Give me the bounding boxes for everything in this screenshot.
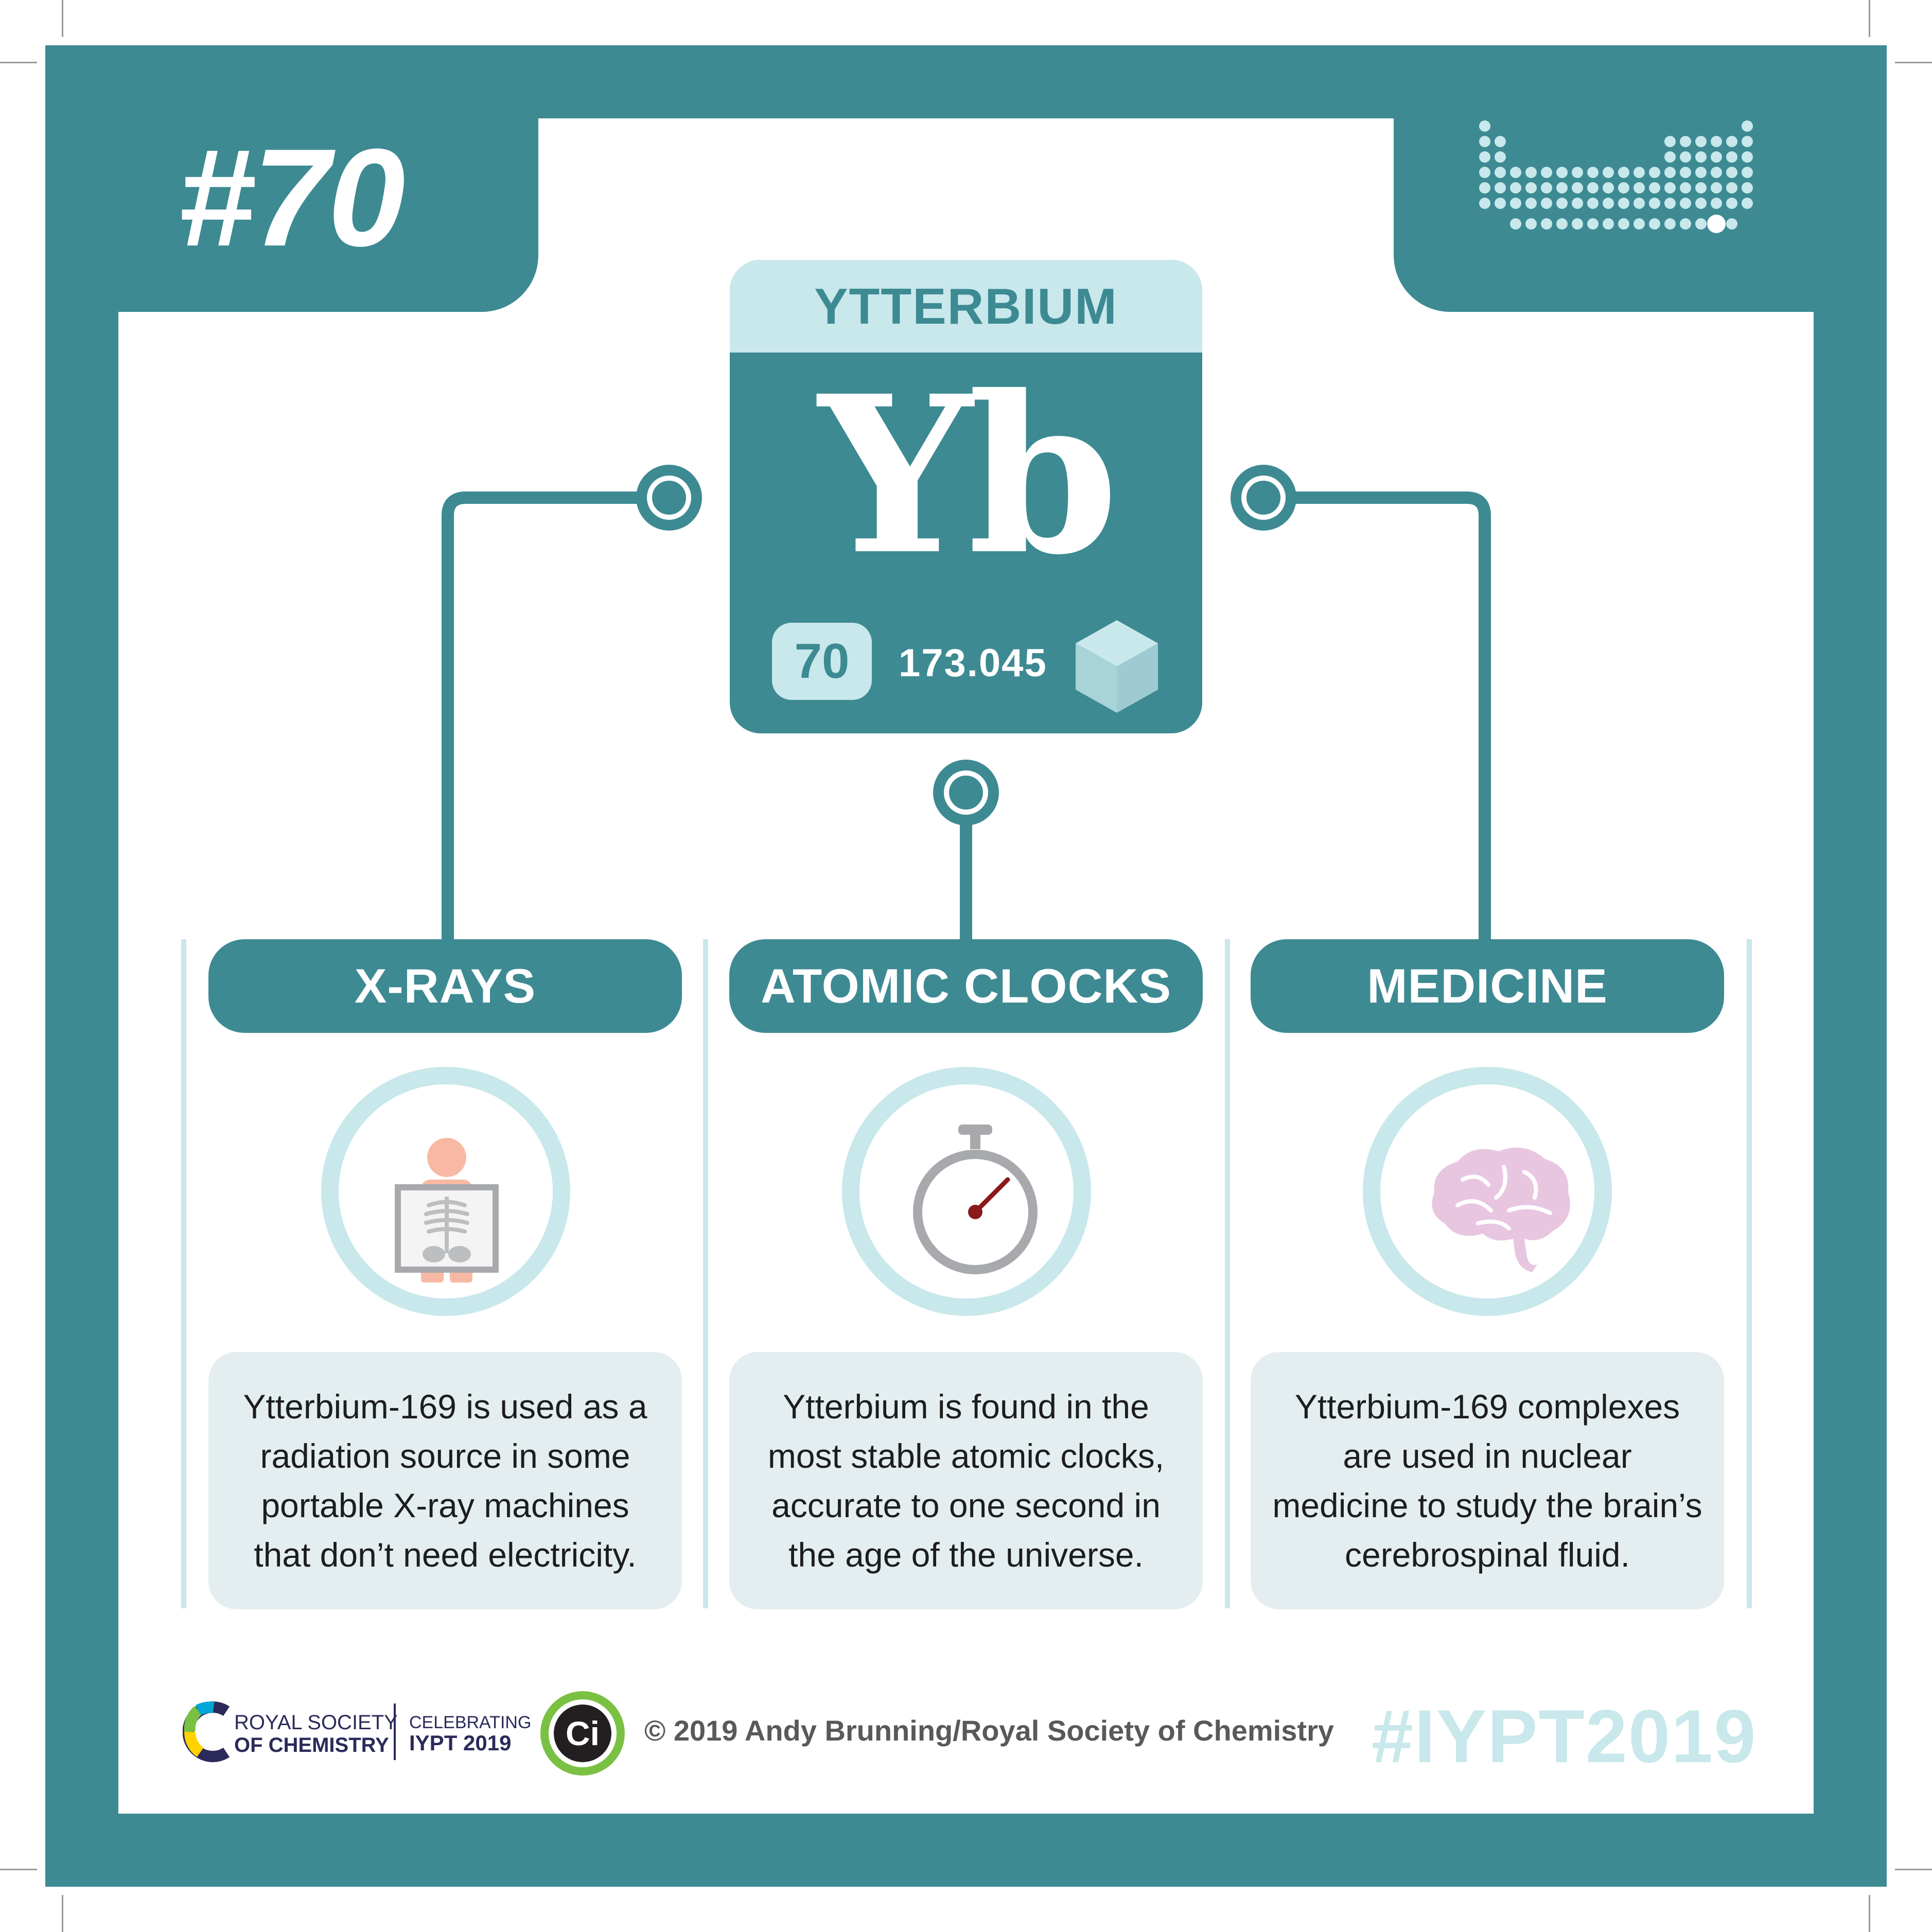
column-title-medicine: MEDICINE	[1251, 939, 1724, 1033]
celebrating-line-2: IYPT 2019	[409, 1731, 512, 1755]
crop-mark	[0, 1869, 37, 1870]
column-title-atomic-clocks: ATOMIC CLOCKS	[729, 939, 1203, 1033]
icon-ring	[842, 1067, 1091, 1316]
crop-mark	[1895, 1869, 1932, 1870]
rsc-wordmark: ROYAL SOCIETY OF CHEMISTRY	[234, 1711, 398, 1757]
connector-node-bottom	[933, 760, 999, 826]
crop-mark	[1869, 1895, 1870, 1932]
icon-ring	[321, 1067, 570, 1316]
crop-mark	[1869, 0, 1870, 37]
x-ray-person-icon	[395, 1138, 499, 1283]
atomic-mass: 173.045	[899, 641, 1047, 685]
rsc-line-1: ROYAL SOCIETY	[234, 1711, 398, 1734]
crop-mark	[1895, 62, 1932, 63]
iypt-hashtag: #IYPT2019	[1372, 1694, 1757, 1778]
copyright-notice: © 2019 Andy Brunning/Royal Society of Ch…	[644, 1714, 1334, 1747]
number-tab	[45, 45, 538, 312]
description-atomic-clocks: Ytterbium is found in the most stable at…	[729, 1352, 1203, 1609]
column-title-x-rays: X-RAYS	[208, 939, 682, 1033]
connector-node-right	[1231, 465, 1296, 531]
column-divider	[1225, 939, 1230, 1608]
icon-ring	[1363, 1067, 1612, 1316]
connector-node-left	[636, 465, 702, 531]
compound-interest-logo: Ci	[540, 1691, 625, 1776]
crop-mark	[62, 0, 63, 37]
stopwatch-icon	[913, 1125, 1038, 1274]
element-name: YTTERBIUM	[730, 260, 1202, 353]
column-divider	[1747, 939, 1752, 1608]
periodic-table-icon	[1479, 120, 1753, 233]
rsc-line-2: OF CHEMISTRY	[234, 1734, 389, 1757]
rsc-logo-icon	[183, 1701, 230, 1762]
celebrating-iypt: CELEBRATING IYPT 2019	[409, 1712, 532, 1755]
element-tile: YTTERBIUM Yb 70 173.045	[730, 260, 1202, 733]
description-x-rays: Ytterbium-169 is used as a radiation sou…	[208, 1352, 682, 1609]
column-divider	[703, 939, 708, 1608]
crop-mark	[62, 1895, 63, 1932]
column-divider	[181, 939, 186, 1608]
element-number: #70	[178, 120, 405, 275]
atomic-number-badge: 70	[772, 623, 872, 700]
crop-mark	[0, 62, 37, 63]
periodic-table-tab	[1394, 45, 1887, 312]
logo-divider	[394, 1703, 396, 1760]
brain-icon	[1432, 1147, 1570, 1272]
element-symbol: Yb	[818, 349, 1119, 603]
ci-logo-text: Ci	[566, 1714, 600, 1752]
celebrating-line-1: CELEBRATING	[409, 1713, 532, 1732]
solid-state-cube-icon	[1076, 620, 1158, 713]
description-medicine: Ytterbium-169 complexes are used in nucl…	[1251, 1352, 1724, 1609]
